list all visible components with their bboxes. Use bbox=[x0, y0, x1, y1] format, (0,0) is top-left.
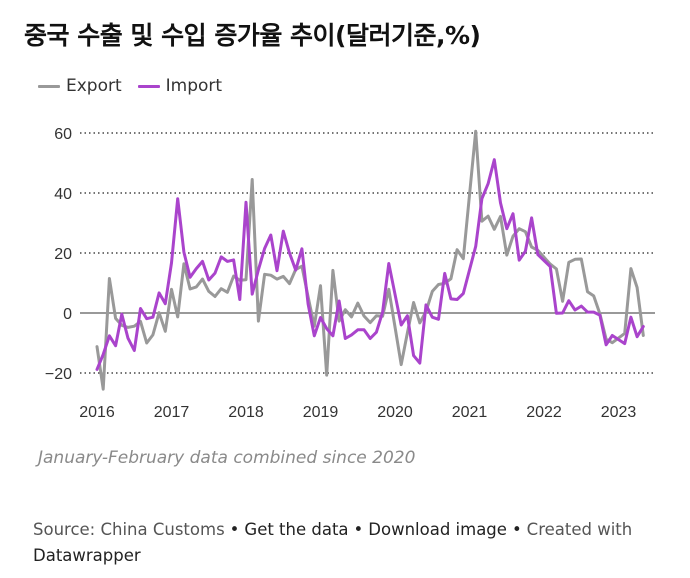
chart-note: January-February data combined since 202… bbox=[38, 448, 416, 468]
legend: Export Import bbox=[38, 76, 238, 96]
x-tick-label: 2017 bbox=[154, 404, 190, 421]
series-line-export bbox=[95, 129, 645, 391]
chart-title: 중국 수출 및 수입 증가율 추이(달러기준,%) bbox=[24, 21, 481, 50]
x-tick-label: 2019 bbox=[303, 404, 339, 421]
datawrapper-link[interactable]: Datawrapper bbox=[33, 546, 141, 565]
get-data-link[interactable]: Get the data bbox=[244, 520, 349, 539]
x-tick-label: 2020 bbox=[377, 404, 413, 421]
y-tick-label: 0 bbox=[63, 306, 72, 323]
series-line-import bbox=[95, 158, 645, 371]
y-tick-labels: −20 0 20 40 60 bbox=[45, 126, 72, 383]
x-tick-label: 2022 bbox=[526, 404, 562, 421]
x-tick-label: 2021 bbox=[452, 404, 488, 421]
y-tick-label: −20 bbox=[45, 366, 72, 383]
x-tick-labels: 2016 2017 2018 2019 2020 2021 2022 2023 bbox=[79, 404, 636, 421]
separator-dot: • bbox=[353, 520, 364, 539]
x-tick-label: 2016 bbox=[79, 404, 115, 421]
separator-dot: • bbox=[511, 520, 522, 539]
legend-item-export: Export bbox=[38, 76, 122, 96]
x-tick-label: 2023 bbox=[601, 404, 637, 421]
download-image-link[interactable]: Download image bbox=[368, 520, 507, 539]
legend-label-import: Import bbox=[165, 76, 223, 96]
source-text: Source: China Customs bbox=[33, 520, 225, 539]
separator-dot: • bbox=[229, 520, 240, 539]
x-tick-label: 2018 bbox=[228, 404, 264, 421]
created-with-text: Created with bbox=[526, 520, 633, 539]
y-tick-label: 20 bbox=[54, 246, 72, 263]
y-tick-label: 40 bbox=[54, 186, 72, 203]
series-lines bbox=[95, 129, 645, 391]
y-tick-label: 60 bbox=[54, 126, 72, 143]
legend-item-import: Import bbox=[137, 76, 223, 96]
legend-swatch-import bbox=[137, 84, 160, 88]
legend-label-export: Export bbox=[66, 76, 122, 96]
legend-swatch-export bbox=[38, 84, 60, 88]
source-footer: Source: China Customs • Get the data • Downl… bbox=[33, 517, 663, 569]
